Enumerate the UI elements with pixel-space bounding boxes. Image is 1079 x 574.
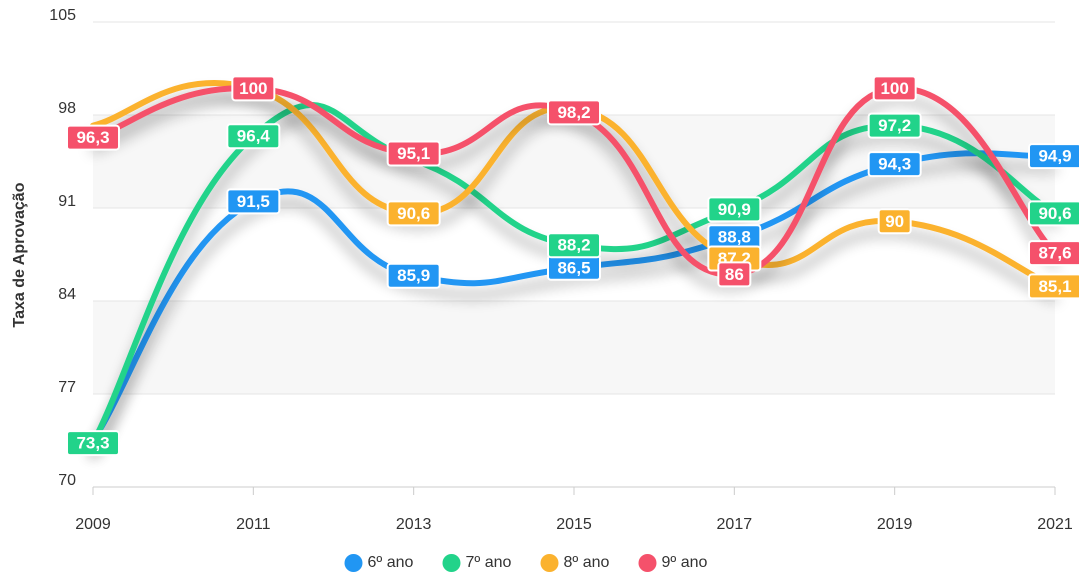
data-label: 90,6 (386, 200, 441, 227)
data-label-box (1028, 200, 1079, 227)
y-tick-label: 77 (58, 379, 76, 396)
data-label: 94,3 (867, 151, 922, 178)
data-label-text: 88,8 (718, 228, 751, 247)
data-label: 91,5 (226, 188, 281, 215)
data-label-box (1028, 240, 1079, 267)
data-label-text: 86 (725, 265, 744, 284)
data-label-text: 100 (880, 79, 908, 98)
x-tick-label: 2021 (1037, 516, 1073, 533)
legend-label: 8º ano (564, 554, 610, 571)
data-label-box (386, 140, 441, 167)
data-label-box (226, 123, 281, 150)
data-label-box (867, 151, 922, 178)
data-label: 98,2 (547, 99, 601, 126)
data-label-box (547, 232, 601, 259)
data-label-text: 86,5 (557, 258, 590, 277)
data-label-text: 94,9 (1038, 147, 1071, 166)
data-label-box (231, 75, 276, 102)
data-label: 90,6 (1028, 200, 1079, 227)
data-label: 86 (717, 261, 752, 288)
data-label: 95,1 (386, 140, 441, 167)
data-label: 94,9 (1028, 143, 1079, 170)
data-label: 85,9 (386, 262, 441, 289)
data-label: 90,9 (707, 196, 762, 223)
x-tick-label: 2011 (236, 516, 271, 533)
data-label-box (226, 188, 281, 215)
data-label-text: 95,1 (397, 144, 430, 163)
data-label: 87,6 (1028, 240, 1079, 267)
y-tick-label: 98 (58, 100, 76, 117)
data-label-box (1028, 273, 1079, 300)
data-label-text: 85,9 (397, 266, 430, 285)
legend-label: 6º ano (368, 554, 414, 571)
data-label-box (867, 112, 922, 139)
data-label-text: 73,3 (76, 434, 109, 453)
y-tick-label: 84 (58, 286, 76, 303)
data-label: 90 (877, 208, 912, 235)
data-label-box (66, 430, 120, 457)
data-label-text: 96,4 (237, 127, 271, 146)
data-label-box (386, 200, 441, 227)
data-label-text: 90,6 (1038, 204, 1071, 223)
data-label: 73,3 (66, 430, 120, 457)
y-tick-label: 91 (58, 193, 76, 210)
data-label-box (877, 208, 912, 235)
data-label-text: 97,2 (878, 116, 911, 135)
x-tick-label: 2013 (396, 516, 432, 533)
x-tick-label: 2017 (717, 516, 753, 533)
data-label-box (717, 261, 752, 288)
data-label-box (1028, 143, 1079, 170)
y-tick-label: 105 (49, 7, 76, 24)
data-label-text: 96,3 (76, 128, 109, 147)
data-label-text: 90,6 (397, 204, 430, 223)
data-label-text: 91,5 (237, 192, 270, 211)
data-label: 96,4 (226, 123, 281, 150)
data-label: 100 (872, 75, 917, 102)
data-label-text: 85,1 (1038, 277, 1071, 296)
data-label-text: 100 (239, 79, 267, 98)
data-label-text: 94,3 (878, 155, 911, 174)
legend-marker (442, 554, 461, 572)
data-label: 88,2 (547, 232, 601, 259)
data-label-box (707, 196, 762, 223)
data-label-box (66, 124, 120, 151)
legend-label: 7º ano (466, 554, 512, 571)
x-tick-label: 2015 (556, 516, 592, 533)
legend-label: 9º ano (662, 554, 708, 571)
x-tick-label: 2009 (75, 516, 111, 533)
data-label-text: 88,2 (557, 236, 590, 255)
legend-marker (344, 554, 363, 572)
data-label-box (386, 262, 441, 289)
legend-marker (638, 554, 657, 572)
data-label: 100 (231, 75, 276, 102)
legend-marker (540, 554, 559, 572)
data-label-text: 98,2 (557, 103, 590, 122)
data-label-box (547, 99, 601, 126)
data-label-text: 87,6 (1038, 244, 1071, 263)
data-label-box (872, 75, 917, 102)
y-tick-label: 70 (58, 472, 76, 489)
data-label: 97,2 (867, 112, 922, 139)
data-label-text: 90,9 (718, 200, 751, 219)
x-tick-label: 2019 (877, 516, 913, 533)
data-label-text: 90 (885, 212, 904, 231)
y-axis-label: Taxa de Aprovação (11, 182, 28, 327)
data-label: 85,1 (1028, 273, 1079, 300)
grid-band (93, 301, 1055, 394)
data-label: 88,8 (707, 224, 762, 251)
data-label: 86,5 (547, 254, 601, 281)
data-label: 96,3 (66, 124, 120, 151)
